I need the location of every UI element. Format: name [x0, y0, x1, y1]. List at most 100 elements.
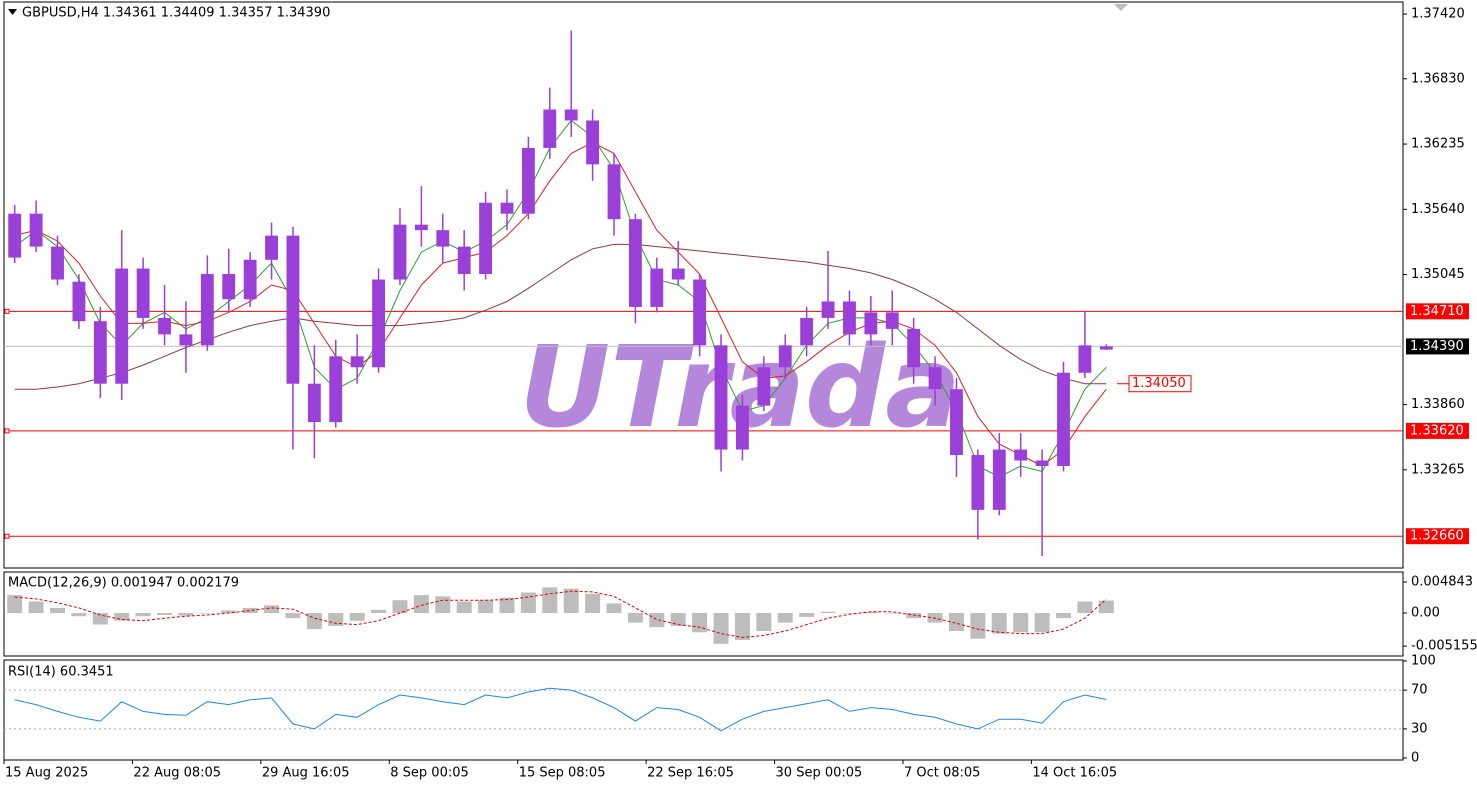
macd-bar: [734, 613, 750, 640]
level-label-box: [1406, 422, 1469, 439]
candle-body: [607, 164, 621, 220]
candle-body: [393, 224, 407, 280]
level-anchor: [4, 533, 10, 539]
candle-body: [29, 213, 43, 247]
candle-body: [543, 109, 557, 148]
moving-average: [14, 243, 1107, 390]
x-tick-label: 14 Oct 16:05: [1032, 766, 1117, 781]
y-tick-label: 100: [1411, 654, 1436, 669]
candle-body: [671, 268, 685, 280]
candle-body: [457, 246, 471, 275]
macd-bar: [1077, 601, 1093, 614]
candle-body: [136, 268, 150, 318]
macd-bar: [970, 613, 986, 639]
x-tick-label: 15 Sep 08:05: [519, 766, 606, 781]
x-tick-label: 22 Sep 16:05: [647, 766, 734, 781]
macd-bar: [435, 596, 451, 614]
candle-body: [1035, 460, 1049, 466]
macd-bar: [306, 613, 322, 630]
macd-bar: [178, 613, 194, 616]
last-price-label: 1.34390: [1410, 339, 1464, 354]
x-tick-label: 29 Aug 16:05: [262, 766, 350, 781]
y-tick-label: 1.36830: [1411, 71, 1465, 86]
candle-body: [714, 345, 728, 450]
candle-body: [843, 301, 856, 335]
macd-bar: [627, 613, 643, 623]
candle-body: [179, 334, 193, 346]
macd-bar: [649, 613, 665, 628]
rsi-title: RSI(14) 60.3451: [8, 665, 114, 680]
rsi-panel: [3, 659, 1404, 761]
macd-bar: [1098, 600, 1114, 614]
macd-bar: [606, 603, 622, 614]
candle-body: [1099, 346, 1113, 350]
macd-bar: [692, 613, 708, 633]
macd-bar: [28, 601, 44, 614]
level-label: 1.34710: [1410, 304, 1464, 319]
candle-body: [200, 274, 214, 346]
candle-body: [628, 219, 642, 307]
candle-body: [928, 367, 942, 390]
macd-bar: [50, 607, 66, 614]
level-label: 1.32660: [1410, 529, 1464, 544]
candle-body: [329, 356, 343, 423]
macd-bar: [884, 613, 900, 614]
candle-body: [500, 202, 514, 214]
macd-bar: [371, 609, 387, 614]
level-anchor: [4, 308, 10, 314]
candle-body: [115, 268, 129, 384]
macd-bar: [7, 595, 23, 614]
macd-signal: [14, 590, 1107, 638]
y-tick-label: 1.37420: [1411, 7, 1465, 22]
x-tick-label: 7 Oct 08:05: [904, 766, 980, 781]
y-tick-label: 1.36235: [1411, 137, 1465, 152]
title-arrow: [8, 9, 17, 15]
candle-body: [885, 312, 899, 329]
macd-bar: [777, 613, 793, 623]
macd-bar: [221, 610, 237, 614]
candle-body: [307, 383, 321, 423]
last-price-box: [1406, 338, 1469, 355]
candle-body: [436, 230, 450, 247]
candle-body: [907, 328, 921, 368]
macd-bar: [456, 601, 472, 614]
macd-bar: [906, 613, 922, 619]
macd-bar: [499, 597, 515, 614]
candle-body: [479, 202, 493, 275]
macd-bar: [520, 592, 536, 614]
candle-body: [372, 279, 385, 368]
macd-panel: [3, 571, 1404, 657]
x-tick-label: 22 Aug 08:05: [133, 766, 221, 781]
macd-bar: [71, 613, 87, 617]
y-tick-label: 1.35640: [1411, 202, 1465, 217]
macd-bar: [114, 613, 130, 621]
macd-bar: [948, 613, 964, 631]
candle-body: [1014, 449, 1028, 461]
candle-body: [414, 224, 428, 231]
price-panel: [3, 1, 1404, 569]
candle-body: [350, 356, 364, 368]
ma-value-label: 1.34050: [1132, 376, 1186, 391]
candle-body: [757, 367, 771, 406]
candle-body: [521, 147, 535, 214]
y-tick-label: 1.33265: [1411, 462, 1465, 477]
candle-body: [93, 321, 107, 384]
candle-body: [286, 235, 300, 384]
y-tick-label: 30: [1411, 721, 1428, 736]
y-tick-label: 1.33860: [1411, 397, 1465, 412]
x-tick-label: 8 Sep 00:05: [390, 766, 469, 781]
chart-title: GBPUSD,H4 1.34361 1.34409 1.34357 1.3439…: [22, 6, 330, 21]
macd-bar: [1013, 613, 1029, 633]
scroll-marker: [1114, 4, 1128, 11]
y-tick-label: 70: [1411, 683, 1428, 698]
candle-body: [992, 449, 1006, 510]
macd-bar: [670, 613, 686, 626]
y-tick-label: 0.004843: [1411, 574, 1473, 589]
y-tick-label: 1.35045: [1411, 267, 1465, 282]
macd-bar: [713, 613, 729, 644]
macd-bar: [242, 607, 258, 614]
candle-body: [72, 281, 86, 322]
macd-title: MACD(12,26,9) 0.001947 0.002179: [8, 576, 239, 591]
